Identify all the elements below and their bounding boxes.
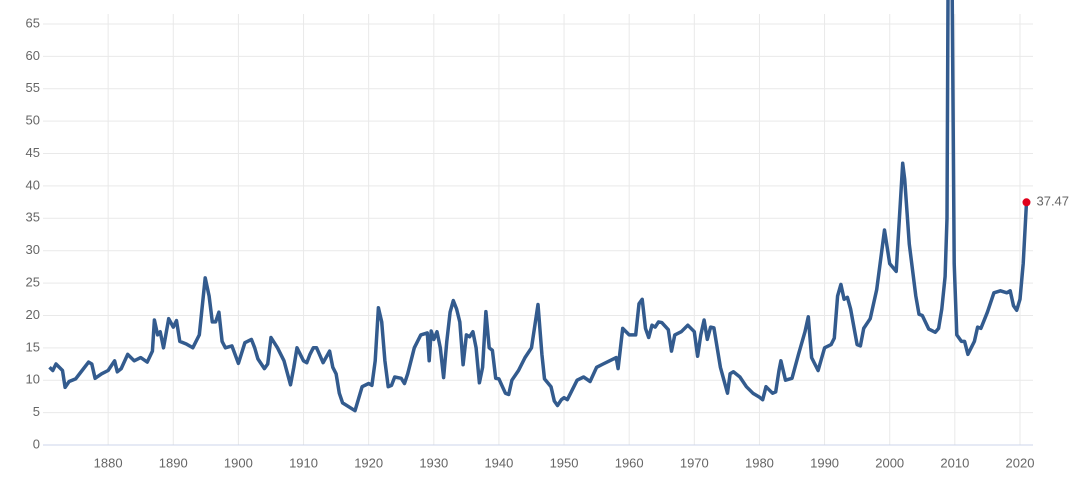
- x-tick-label: 1920: [354, 455, 383, 470]
- y-tick-label: 45: [26, 145, 40, 160]
- y-tick-label: 5: [33, 404, 40, 419]
- y-tick-label: 50: [26, 113, 40, 128]
- x-tick-label: 1960: [615, 455, 644, 470]
- x-tick-label: 1880: [94, 455, 123, 470]
- y-tick-label: 60: [26, 48, 40, 63]
- y-tick-label: 40: [26, 177, 40, 192]
- x-tick-label: 1990: [810, 455, 839, 470]
- series-line: [48, 0, 1029, 413]
- y-tick-label: 65: [26, 15, 40, 30]
- x-tick-label: 1950: [550, 455, 579, 470]
- x-tick-label: 2020: [1006, 455, 1035, 470]
- x-tick-label: 1980: [745, 455, 774, 470]
- y-tick-label: 20: [26, 307, 40, 322]
- y-tick-label: 35: [26, 210, 40, 225]
- x-tick-label: 1940: [484, 455, 513, 470]
- x-tick-label: 1890: [159, 455, 188, 470]
- x-tick-label: 2000: [875, 455, 904, 470]
- x-tick-label: 1910: [289, 455, 318, 470]
- y-tick-label: 0: [33, 436, 40, 451]
- y-tick-label: 55: [26, 80, 40, 95]
- x-tick-label: 1930: [419, 455, 448, 470]
- x-tick-label: 2010: [940, 455, 969, 470]
- last-point: [1022, 198, 1031, 207]
- x-tick-label: 1900: [224, 455, 253, 470]
- y-tick-label: 10: [26, 372, 40, 387]
- y-tick-label: 25: [26, 275, 40, 290]
- x-tick-label: 1970: [680, 455, 709, 470]
- y-tick-label: 15: [26, 339, 40, 354]
- last-value-label: 37.47: [1036, 194, 1069, 209]
- y-tick-label: 30: [26, 242, 40, 257]
